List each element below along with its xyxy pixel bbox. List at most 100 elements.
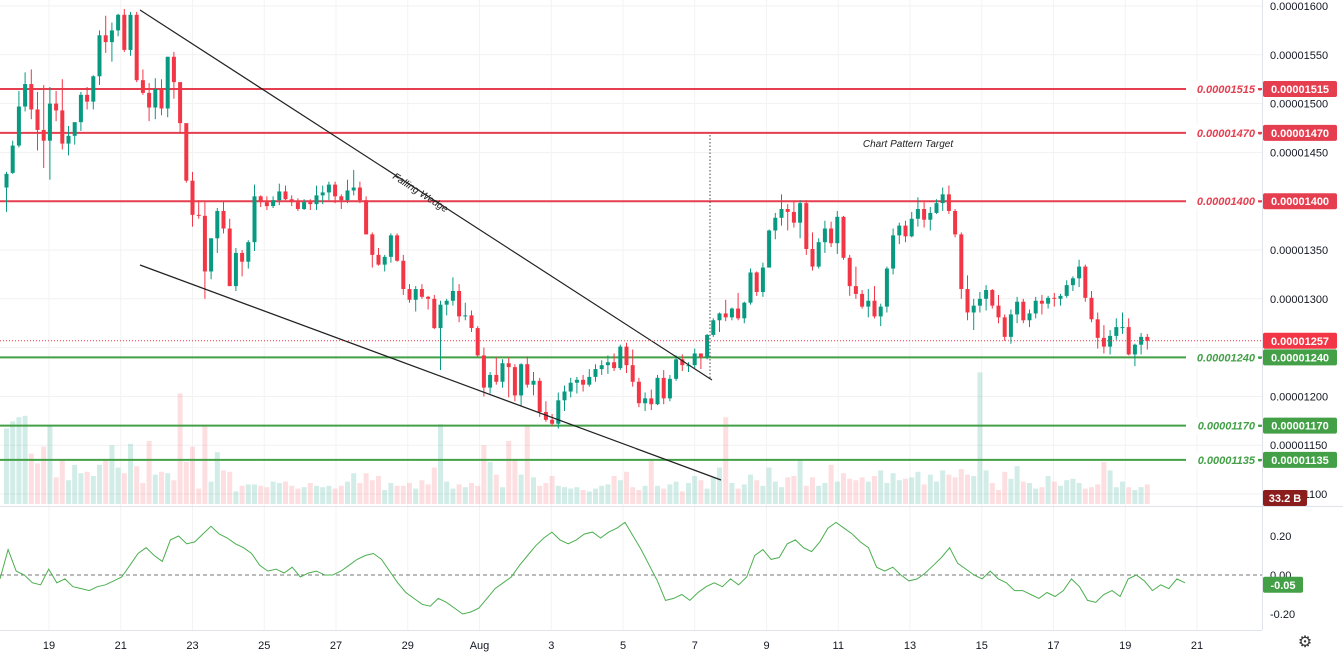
candle-body	[66, 135, 71, 144]
candle-body	[295, 202, 300, 210]
level-label-bg	[1186, 451, 1258, 468]
volume-bar	[97, 464, 102, 504]
candle-body	[581, 379, 586, 385]
level-label: 0.00001515	[1197, 84, 1256, 96]
volume-bar	[407, 483, 412, 504]
candle-body	[977, 298, 982, 306]
candle-body	[463, 315, 468, 317]
volume-bar	[611, 476, 617, 504]
candle-body	[773, 217, 778, 231]
volume-bar	[934, 481, 939, 504]
candle-body	[1064, 285, 1069, 296]
oscillator-last-badge	[1263, 576, 1303, 593]
candle-body	[1101, 337, 1106, 347]
volume-bar	[1027, 483, 1032, 504]
volume-bar	[1144, 484, 1150, 504]
candle-body	[202, 215, 207, 272]
volume-bar	[766, 467, 772, 504]
candle-body	[240, 252, 245, 262]
volume-bar	[1039, 487, 1045, 504]
volume-bar	[735, 488, 741, 504]
volume-bar	[475, 485, 481, 504]
time-tick-label: 5	[620, 640, 626, 652]
candle-body	[822, 228, 827, 243]
volume-bar	[679, 491, 685, 504]
candle-body	[605, 362, 610, 366]
volume-bar	[710, 477, 716, 504]
candle-body	[922, 209, 927, 220]
candle-body	[500, 363, 505, 382]
volume-bar	[363, 473, 369, 504]
volume-bar	[1058, 485, 1063, 504]
candle-body	[959, 234, 964, 290]
volume-bar	[456, 484, 462, 504]
candle-body	[147, 92, 152, 108]
candle-body	[915, 209, 920, 219]
candle-body	[525, 364, 530, 385]
candle-body	[909, 218, 914, 237]
candle-body	[326, 184, 331, 193]
candle-body	[891, 235, 896, 269]
candle-body	[4, 173, 9, 188]
volume-bar	[413, 488, 419, 504]
volume-bar	[983, 470, 989, 504]
volume-bar	[586, 491, 592, 504]
settings-gear-icon[interactable]: ⚙	[1297, 634, 1313, 651]
candle-body	[841, 216, 846, 258]
time-tick-label: 7	[692, 640, 698, 652]
volume-bar	[1120, 481, 1125, 504]
candle-body	[60, 110, 65, 144]
level-label-bg	[1186, 193, 1258, 210]
time-tick-label: 27	[330, 640, 342, 652]
candle-body	[23, 84, 28, 107]
wedge-lower-trendline	[139, 264, 722, 481]
volume-bar	[59, 459, 65, 504]
level-label-bg	[1186, 80, 1258, 97]
volume-bar	[537, 485, 543, 504]
candle-body	[1095, 319, 1100, 338]
volume-bar	[4, 428, 9, 504]
volume-bar	[128, 443, 133, 504]
candle-body	[184, 123, 189, 181]
candle-body	[1139, 336, 1144, 345]
candle-body	[698, 353, 703, 358]
volume-bar	[853, 480, 859, 504]
volume-bar	[921, 484, 927, 504]
candle-body	[1114, 327, 1119, 336]
volume-bar	[1070, 478, 1076, 504]
volume-bar	[295, 488, 301, 504]
volume-bar	[704, 488, 710, 504]
volume-bar	[661, 488, 667, 504]
candle-body	[754, 272, 759, 292]
candle-body	[134, 14, 139, 81]
candle-body	[438, 304, 443, 329]
candle-body	[742, 302, 747, 319]
volume-bar	[785, 477, 791, 504]
candle-body	[568, 382, 573, 392]
candle-body	[884, 268, 889, 307]
candle-body	[308, 202, 313, 205]
price-tick-label: 0.00001350	[1270, 245, 1328, 257]
volume-bar	[512, 460, 518, 504]
time-tick-label: 25	[258, 640, 270, 652]
level-dash: -	[1258, 84, 1262, 96]
volume-bar	[326, 485, 332, 504]
candle-body	[667, 378, 672, 399]
volume-bar	[190, 446, 195, 504]
candle-body	[153, 88, 158, 108]
volume-bar	[438, 424, 443, 504]
level-badge-label: 0.00001135	[1271, 455, 1329, 467]
candle-body	[686, 365, 691, 367]
candle-body	[395, 235, 400, 261]
candle-body	[835, 216, 840, 244]
last-price-badge-label: 0.00001257	[1271, 336, 1329, 348]
volume-bar	[1064, 480, 1070, 504]
volume-bar	[927, 474, 933, 504]
volume-bar	[450, 488, 456, 504]
candle-body	[364, 200, 369, 235]
candle-body	[426, 296, 431, 299]
candle-body	[723, 313, 728, 318]
candle-body	[178, 82, 183, 124]
